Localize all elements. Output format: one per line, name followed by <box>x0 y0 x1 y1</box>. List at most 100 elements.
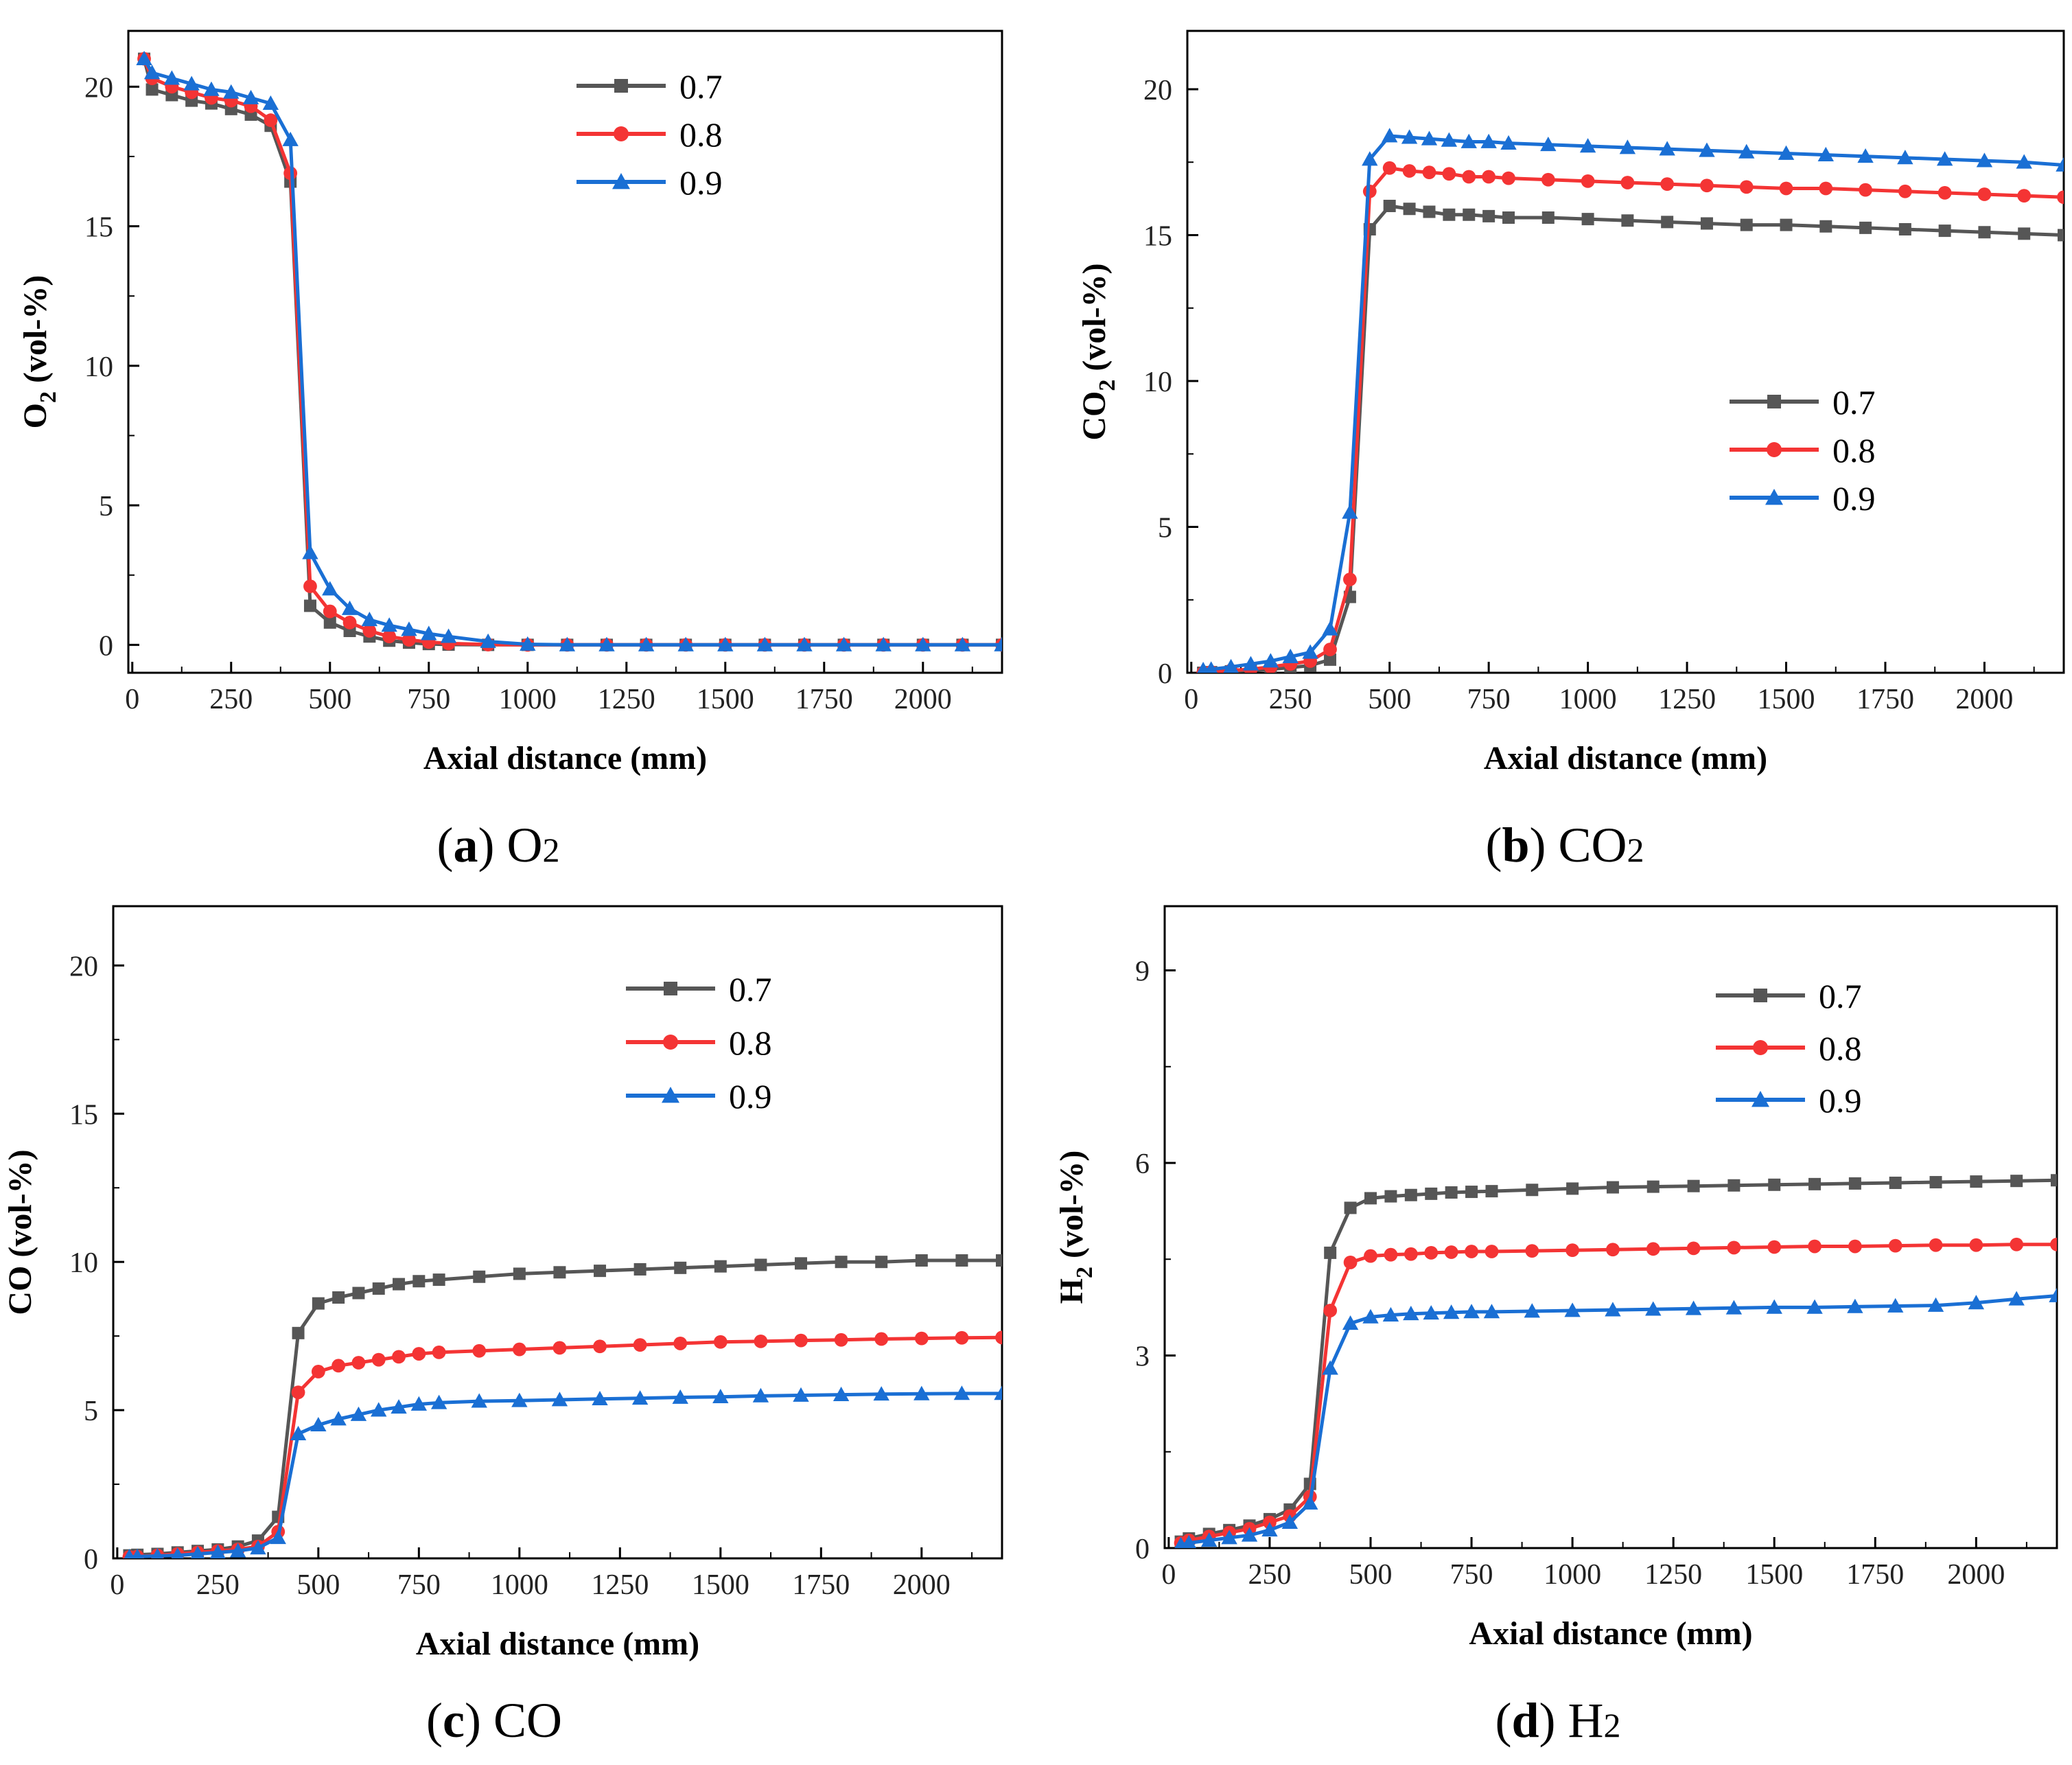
data-point-0.9 <box>1443 1304 1460 1319</box>
data-point-0.7 <box>1403 203 1416 216</box>
data-point-0.9 <box>1241 1527 1258 1542</box>
legend-label-0.9: 0.9 <box>1832 479 1876 518</box>
x-tick-label: 1500 <box>697 684 754 715</box>
data-point-0.9 <box>1659 141 1675 156</box>
y-axis-title-main: H <box>1054 1278 1090 1304</box>
data-point-0.9 <box>371 1402 387 1417</box>
data-point-0.9 <box>250 1540 266 1555</box>
legend-marker-0.7 <box>1754 989 1767 1002</box>
data-point-0.8 <box>1646 1242 1660 1256</box>
data-point-0.9 <box>322 581 338 596</box>
y-tick-label: 10 <box>84 351 113 383</box>
data-point-0.9 <box>1342 1315 1359 1330</box>
data-point-0.8 <box>342 615 357 630</box>
data-point-0.7 <box>1687 1179 1700 1192</box>
data-point-0.7 <box>1848 1177 1861 1190</box>
data-point-0.9 <box>421 625 437 641</box>
data-point-0.9 <box>190 1545 205 1558</box>
data-point-0.7 <box>1384 1190 1397 1203</box>
data-point-0.9 <box>672 1389 688 1404</box>
data-point-0.7 <box>1485 1185 1498 1198</box>
data-point-0.9 <box>1605 1302 1621 1317</box>
y-axis-title: CO (vol-%) <box>2 1149 38 1315</box>
legend-marker-0.8 <box>614 126 629 141</box>
data-point-0.9 <box>873 1386 889 1401</box>
x-tick-label: 2000 <box>893 1569 951 1601</box>
chart-panel-d: 0 250 500 750 1000 1250 1500 1750 2000 0 3 6 9 Axial … <box>1054 905 2058 1748</box>
data-point-0.7 <box>332 1291 345 1304</box>
data-point-0.9 <box>875 636 892 651</box>
data-point-0.9 <box>913 1385 930 1400</box>
data-point-0.7 <box>393 1278 406 1291</box>
data-point-0.9 <box>835 636 852 651</box>
data-point-0.7 <box>1423 205 1436 218</box>
data-point-0.9 <box>994 1385 1002 1400</box>
chart-panel-c: 0 250 500 750 1000 1250 1500 1750 2000 0 5 10 15 20 Ax… <box>2 905 1003 1748</box>
data-point-0.8 <box>362 624 377 638</box>
data-point-0.8 <box>1937 185 1952 200</box>
data-point-0.8 <box>1969 1238 1983 1252</box>
y-tick-label: 0 <box>99 630 113 662</box>
y-tick-label: 15 <box>84 212 113 244</box>
data-point-0.9 <box>1564 1302 1581 1317</box>
legend-label-0.7: 0.7 <box>679 67 723 106</box>
data-point-0.7 <box>2051 1174 2057 1187</box>
y-axis-title: H2 (vol-%) <box>1054 1151 1097 1304</box>
x-tick-label: 2000 <box>894 684 952 715</box>
y-tick-label: 3 <box>1135 1341 1150 1373</box>
data-point-0.9 <box>1976 152 1993 168</box>
data-point-0.8 <box>1581 174 1595 188</box>
y-tick-label: 20 <box>84 72 113 104</box>
data-point-0.7 <box>1780 218 1793 231</box>
data-point-0.7 <box>1938 224 1951 238</box>
data-point-0.9 <box>796 636 813 651</box>
data-point-0.8 <box>1404 1247 1418 1261</box>
x-tick-label: 1500 <box>1745 1559 1803 1591</box>
data-point-0.9 <box>229 1543 246 1558</box>
data-point-0.8 <box>1422 165 1436 180</box>
data-point-0.8 <box>1739 180 1754 194</box>
x-tick-label: 1500 <box>1758 684 1815 715</box>
data-point-0.9 <box>1421 130 1438 146</box>
data-point-0.8 <box>1525 1244 1539 1258</box>
data-point-0.8 <box>1565 1243 1580 1258</box>
plot-frame <box>1163 905 2058 1549</box>
data-point-0.7 <box>1526 1184 1539 1197</box>
data-point-0.9 <box>1483 1304 1500 1319</box>
data-point-0.7 <box>795 1257 808 1270</box>
y-axis-title-subscript: 2 <box>1072 1267 1097 1278</box>
data-point-0.9 <box>152 1547 163 1558</box>
data-point-0.7 <box>1443 208 1456 221</box>
data-point-0.7 <box>372 1282 385 1295</box>
data-point-0.9 <box>1579 138 1596 153</box>
data-point-0.9 <box>350 1406 367 1421</box>
data-point-0.9 <box>1381 128 1398 143</box>
panel-caption: (b) CO2 <box>1485 818 1644 873</box>
data-point-0.7 <box>714 1260 727 1273</box>
legend-marker-0.8 <box>1767 442 1782 457</box>
x-axis-title: Axial distance (mm) <box>1469 1615 1752 1652</box>
data-point-0.9 <box>1401 129 1418 144</box>
data-point-0.8 <box>1541 172 1555 187</box>
data-point-0.7 <box>1661 216 1674 229</box>
data-point-0.9 <box>341 600 358 615</box>
data-point-0.9 <box>1342 504 1358 519</box>
data-point-0.9 <box>954 636 971 651</box>
data-point-0.8 <box>351 1356 366 1370</box>
data-point-0.8 <box>1977 187 1992 201</box>
data-point-0.9 <box>430 1394 447 1409</box>
y-tick-label: 5 <box>99 491 113 522</box>
legend-marker-0.9 <box>662 1087 679 1103</box>
data-point-0.7 <box>1445 1186 1458 1199</box>
data-point-0.9 <box>480 633 496 648</box>
data-point-0.8 <box>1382 161 1397 175</box>
x-axis-title: Axial distance (mm) <box>416 1626 699 1662</box>
data-point-0.9 <box>559 636 576 651</box>
data-point-0.8 <box>874 1332 889 1346</box>
data-point-0.9 <box>381 617 397 632</box>
caption-paren-open: ( <box>426 1693 443 1748</box>
x-tick-label: 0 <box>1184 684 1198 715</box>
caption-paren-close: ) <box>1539 1693 1568 1748</box>
data-point-0.8 <box>552 1341 567 1355</box>
data-point-0.9 <box>677 636 694 651</box>
